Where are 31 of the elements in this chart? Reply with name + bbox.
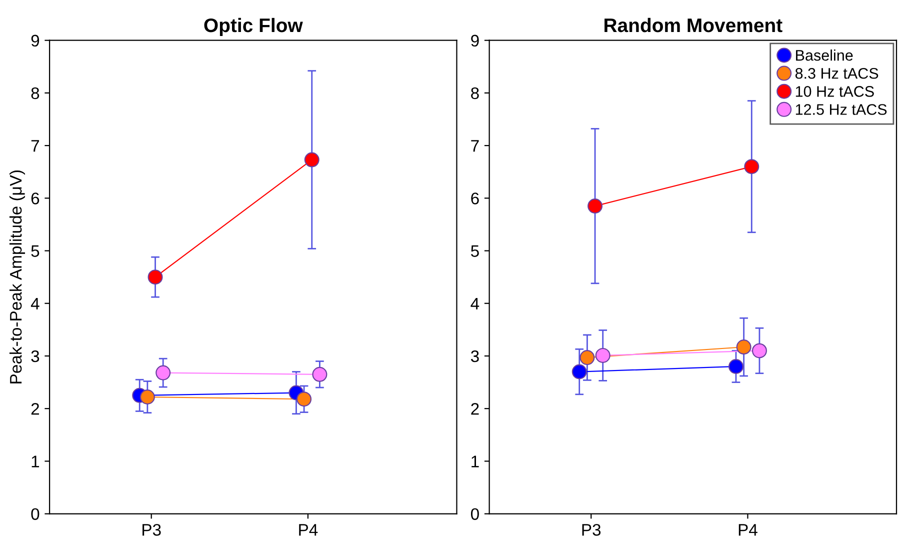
y-tick-label: 5 <box>31 245 40 257</box>
legend-label: 10 Hz tACS <box>796 86 874 97</box>
y-tick-label: 7 <box>31 140 39 152</box>
y-tick-label: 8 <box>471 87 479 100</box>
y-axis-title: Peak-to-Peak Amplitude (μV) <box>9 170 26 384</box>
y-tick-label: 2 <box>471 402 479 415</box>
y-tick-label: 6 <box>31 192 40 204</box>
y-tick-label: 3 <box>31 350 40 362</box>
x-tick-label: P3 <box>142 524 161 536</box>
y-tick-label: 8 <box>31 87 40 100</box>
y-tick-label: 9 <box>471 34 479 47</box>
x-tick-label: P4 <box>299 524 318 536</box>
chart-title: Random Movement <box>604 18 782 32</box>
y-tick-label: 2 <box>31 402 39 415</box>
x-tick-label: P4 <box>738 524 758 536</box>
y-tick-label: 3 <box>470 350 479 362</box>
y-tick-label: 4 <box>30 298 40 310</box>
legend-label: 12.5 Hz tACS <box>796 104 887 115</box>
y-tick-label: 5 <box>470 245 479 257</box>
legend-label: 8.3 Hz tACS <box>795 68 878 79</box>
y-tick-label: 0 <box>470 508 479 520</box>
y-tick-label: 4 <box>470 298 480 310</box>
y-tick-label: 0 <box>31 508 40 520</box>
y-tick-label: 1 <box>32 456 40 468</box>
y-tick-label: 9 <box>31 34 40 47</box>
y-tick-label: 6 <box>471 192 479 204</box>
y-tick-label: 1 <box>472 456 479 468</box>
legend-label: Baseline <box>796 50 853 61</box>
x-tick-label: P3 <box>582 524 601 536</box>
y-tick-label: 7 <box>471 140 479 152</box>
chart-title: Optic Flow <box>204 18 303 36</box>
